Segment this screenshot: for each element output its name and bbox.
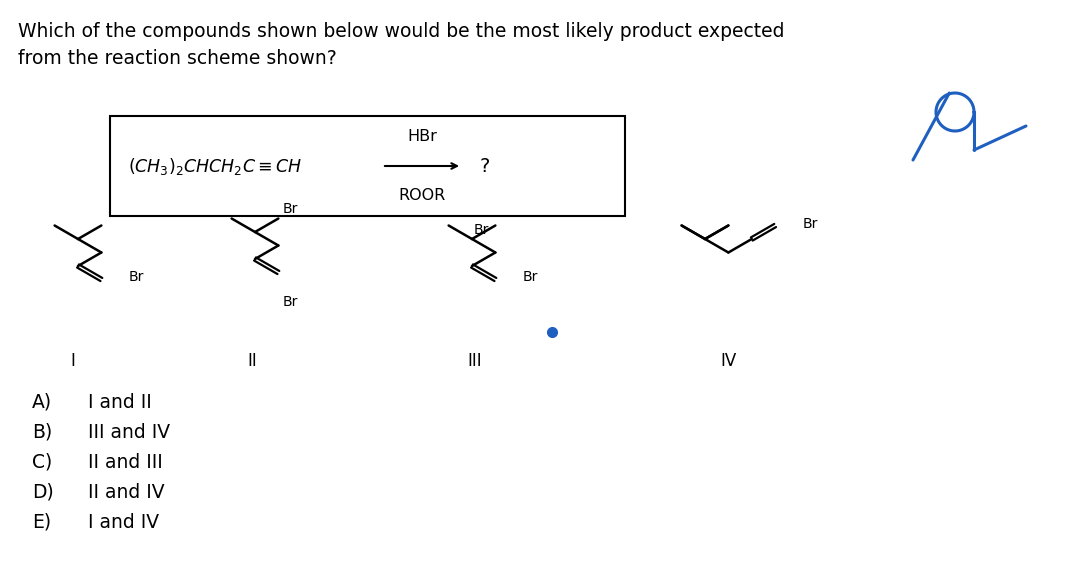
- Text: I and II: I and II: [88, 393, 152, 412]
- Text: E): E): [32, 513, 51, 532]
- Text: ROOR: ROOR: [399, 188, 446, 203]
- Text: ?: ?: [480, 157, 490, 176]
- Text: Br: Br: [283, 201, 298, 215]
- Text: III: III: [467, 352, 483, 370]
- Text: C): C): [32, 452, 52, 471]
- Text: from the reaction scheme shown?: from the reaction scheme shown?: [17, 49, 336, 68]
- Text: II and IV: II and IV: [88, 483, 165, 502]
- Text: HBr: HBr: [407, 129, 437, 144]
- Text: A): A): [32, 393, 52, 412]
- Text: IV: IV: [720, 352, 736, 370]
- Text: $(CH_3)_2CHCH_2C\equiv CH$: $(CH_3)_2CHCH_2C\equiv CH$: [128, 156, 302, 176]
- Text: I: I: [71, 352, 75, 370]
- Text: Br: Br: [522, 270, 537, 285]
- Text: Br: Br: [129, 270, 144, 285]
- Text: Which of the compounds shown below would be the most likely product expected: Which of the compounds shown below would…: [17, 22, 784, 41]
- Text: B): B): [32, 422, 52, 441]
- Text: Br: Br: [283, 294, 298, 308]
- Text: D): D): [32, 483, 54, 502]
- Text: III and IV: III and IV: [88, 422, 170, 441]
- Text: I and IV: I and IV: [88, 513, 159, 532]
- Text: II and III: II and III: [88, 452, 163, 471]
- Bar: [110, 116, 625, 216]
- Text: Br: Br: [803, 216, 818, 231]
- Text: II: II: [247, 352, 257, 370]
- Text: Br: Br: [474, 223, 489, 237]
